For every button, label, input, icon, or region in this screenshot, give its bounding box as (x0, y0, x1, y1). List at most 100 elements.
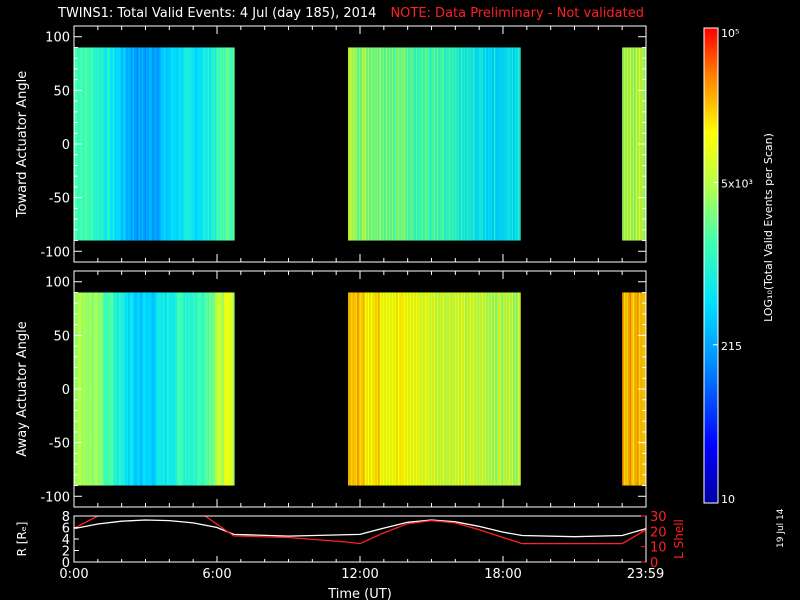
heatmap-column (150, 292, 153, 486)
heatmap-column (159, 47, 162, 241)
heatmap-column (519, 47, 521, 241)
l-shell-line (74, 516, 646, 545)
heatmap-column (207, 292, 210, 486)
heatmap-column (99, 47, 102, 241)
heatmap-column (204, 47, 207, 241)
heatmap-column (174, 47, 177, 241)
heatmap-column (96, 47, 99, 241)
heatmap-column (352, 47, 355, 241)
heatmap-column (408, 292, 410, 486)
heatmap-column (86, 47, 88, 241)
y-axis-label: Toward Actuator Angle (15, 71, 30, 218)
heatmap-column (504, 47, 506, 241)
heatmap-column (505, 47, 508, 241)
heatmap-column (140, 47, 142, 241)
heatmap-column (489, 47, 491, 241)
heatmap-column (475, 47, 478, 241)
heatmap-column (418, 292, 421, 486)
heatmap-column (120, 47, 123, 241)
heatmap-column (436, 292, 439, 486)
heatmap-column (456, 292, 458, 486)
heatmap-column (102, 47, 105, 241)
heatmap-column (634, 292, 636, 486)
heatmap-column (387, 47, 389, 241)
heatmap-column (126, 47, 129, 241)
heatmap-column (409, 292, 412, 486)
heatmap-column (465, 47, 467, 241)
heatmap-column (357, 47, 359, 241)
panel-frame (73, 515, 647, 563)
heatmap-column (367, 292, 370, 486)
heatmap-column (436, 47, 439, 241)
heatmap-column (219, 47, 222, 241)
heatmap-column (460, 47, 463, 241)
data-segment-1 (74, 292, 235, 486)
heatmap-column (84, 292, 87, 486)
heatmap-column (215, 292, 217, 486)
heatmap-column (156, 47, 159, 241)
heatmap-column (477, 47, 479, 241)
heatmap-column (206, 292, 208, 486)
heatmap-column (361, 292, 364, 486)
heatmap-column (420, 292, 422, 486)
heatmap-column (215, 47, 217, 241)
heatmap-column (444, 292, 446, 486)
heatmap-column (625, 47, 627, 241)
heatmap-column (216, 292, 219, 486)
heatmap-column (126, 292, 129, 486)
heatmap-column (388, 292, 391, 486)
heatmap-column (132, 292, 135, 486)
heatmap-column (448, 292, 451, 486)
heatmap-column (622, 47, 624, 241)
heatmap-column (441, 292, 443, 486)
heatmap-column (83, 47, 85, 241)
heatmap-column (159, 292, 162, 486)
heatmap-column (149, 292, 151, 486)
x-tick-label: 0:00 (59, 567, 88, 582)
heatmap-column (90, 47, 93, 241)
heatmap-column (117, 47, 120, 241)
heatmap-column (101, 47, 103, 241)
heatmap-column (405, 292, 407, 486)
heatmap-column (164, 292, 166, 486)
heatmap-column (201, 47, 204, 241)
heatmap-column (189, 292, 192, 486)
heatmap-column (123, 47, 126, 241)
colorbar-tick-label: 5x10³ (721, 177, 753, 190)
heatmap-column (177, 292, 180, 486)
heatmap-column (472, 292, 475, 486)
heatmap-column (227, 292, 229, 486)
heatmap-column (394, 47, 397, 241)
heatmap-column (442, 47, 445, 241)
left-y-tick-label: 6 (62, 522, 70, 537)
heatmap-column (433, 292, 436, 486)
heatmap-column (447, 292, 449, 486)
heatmap-column (141, 47, 144, 241)
heatmap-column (209, 292, 211, 486)
heatmap-column (183, 47, 186, 241)
heatmap-column (481, 47, 484, 241)
heatmap-column (442, 292, 445, 486)
heatmap-column (122, 292, 124, 486)
heatmap-column (474, 47, 476, 241)
y-tick-label: 100 (45, 276, 70, 291)
heatmap-column (414, 47, 416, 241)
heatmap-column (450, 292, 452, 486)
heatmap-column (397, 292, 400, 486)
heatmap-column (373, 47, 376, 241)
heatmap-column (391, 292, 394, 486)
heatmap-column (98, 47, 100, 241)
heatmap-column (188, 47, 190, 241)
heatmap-column (495, 292, 497, 486)
heatmap-column (197, 292, 199, 486)
heatmap-column (517, 292, 520, 486)
heatmap-column (632, 47, 635, 241)
heatmap-column (228, 47, 231, 241)
heatmap-column (143, 292, 145, 486)
heatmap-column (179, 292, 181, 486)
heatmap-column (453, 47, 455, 241)
heatmap-column (457, 292, 460, 486)
heatmap-column (105, 292, 108, 486)
data-segment-2 (348, 292, 521, 486)
heatmap-column (179, 47, 181, 241)
